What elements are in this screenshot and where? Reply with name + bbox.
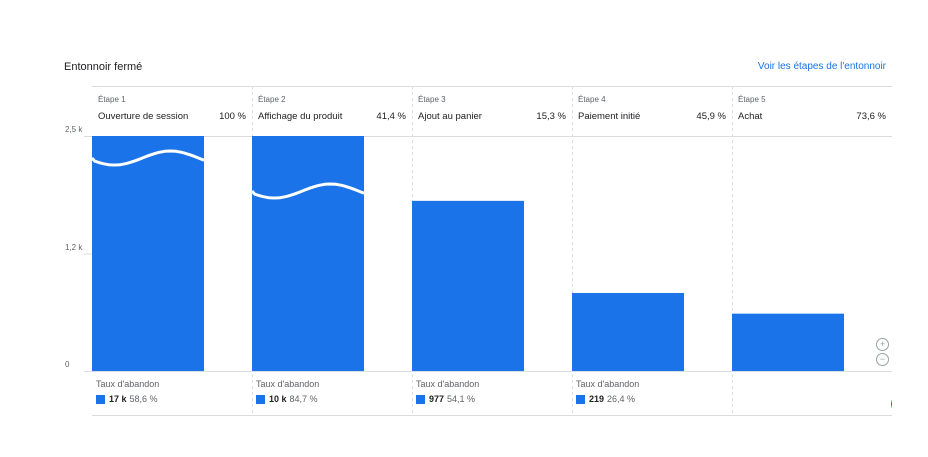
abandon-label: Taux d'abandon bbox=[416, 379, 480, 389]
abandon-rate: 84,7 % bbox=[289, 394, 318, 404]
step-num: Étape 5 bbox=[738, 95, 766, 104]
help-button-icon bbox=[891, 399, 892, 409]
funnel-svg bbox=[84, 86, 892, 416]
step-pct: 41,4 % bbox=[376, 111, 406, 122]
step-num: Étape 2 bbox=[258, 95, 286, 104]
abandon-label: Taux d'abandon bbox=[256, 379, 320, 389]
funnel-bar bbox=[572, 292, 684, 371]
step-num: Étape 1 bbox=[98, 95, 126, 104]
abandon-count: 977 bbox=[429, 394, 445, 404]
step-name: Paiement initié bbox=[578, 111, 641, 122]
funnel-bar bbox=[732, 313, 844, 371]
abandon-count: 219 bbox=[589, 394, 605, 404]
abandon-legend-swatch bbox=[256, 395, 265, 404]
view-funnel-steps-link[interactable]: Voir les étapes de l'entonnoir bbox=[757, 61, 886, 72]
step-header: Étape 1 Ouverture de session 100 % bbox=[92, 86, 252, 136]
abandon-label: Taux d'abandon bbox=[576, 379, 640, 389]
abandon-legend-swatch bbox=[416, 395, 425, 404]
abandon-count: 17 k bbox=[109, 394, 127, 404]
abandon-legend-swatch bbox=[576, 395, 585, 404]
step-num: Étape 4 bbox=[578, 95, 606, 104]
chart-title: Entonnoir fermé bbox=[64, 61, 143, 73]
funnel-bar bbox=[92, 136, 204, 371]
zoom-in-icon[interactable]: + bbox=[876, 338, 889, 351]
step-header: Étape 2 Affichage du produit 41,4 % bbox=[252, 86, 412, 136]
funnel-chart: 2,5 k 1,2 k 0 Étape 1 Ouverture de session 10… bbox=[62, 86, 892, 416]
axis-break-wave bbox=[250, 182, 365, 200]
zoom-out-icon[interactable]: − bbox=[876, 353, 889, 366]
abandon-value: 17 k 58,6 % bbox=[109, 394, 158, 404]
step-num: Étape 3 bbox=[418, 95, 446, 104]
abandon-count: 10 k bbox=[269, 394, 287, 404]
step-pct: 73,6 % bbox=[856, 111, 886, 122]
y-tick-label: 1,2 k bbox=[65, 242, 83, 252]
axis-break-wave bbox=[90, 149, 205, 167]
abandon-value: 219 26,4 % bbox=[589, 394, 635, 404]
step-name: Ouverture de session bbox=[98, 111, 189, 122]
step-name: Ajout au panier bbox=[418, 111, 482, 122]
abandon-value: 977 54,1 % bbox=[429, 394, 475, 404]
y-tick-label: 0 bbox=[65, 360, 70, 369]
abandon-label: Taux d'abandon bbox=[96, 379, 160, 389]
abandon-value: 10 k 84,7 % bbox=[269, 394, 318, 404]
funnel-bar bbox=[412, 200, 524, 371]
abandon-rate: 58,6 % bbox=[129, 394, 158, 404]
step-header: Étape 5 Achat 73,6 % bbox=[732, 86, 892, 136]
funnel-bar bbox=[252, 136, 364, 371]
abandon-rate: 54,1 % bbox=[447, 394, 476, 404]
step-name: Affichage du produit bbox=[258, 111, 343, 122]
step-header: Étape 3 Ajout au panier 15,3 % bbox=[412, 86, 572, 136]
y-tick-label: 2,5 k bbox=[65, 125, 83, 134]
step-header: Étape 4 Paiement initié 45,9 % bbox=[572, 86, 732, 136]
step-pct: 100 % bbox=[219, 111, 246, 122]
step-pct: 15,3 % bbox=[536, 111, 566, 122]
abandon-rate: 26,4 % bbox=[607, 394, 636, 404]
abandon-legend-swatch bbox=[96, 395, 105, 404]
step-name: Achat bbox=[738, 111, 763, 122]
step-pct: 45,9 % bbox=[696, 111, 726, 122]
